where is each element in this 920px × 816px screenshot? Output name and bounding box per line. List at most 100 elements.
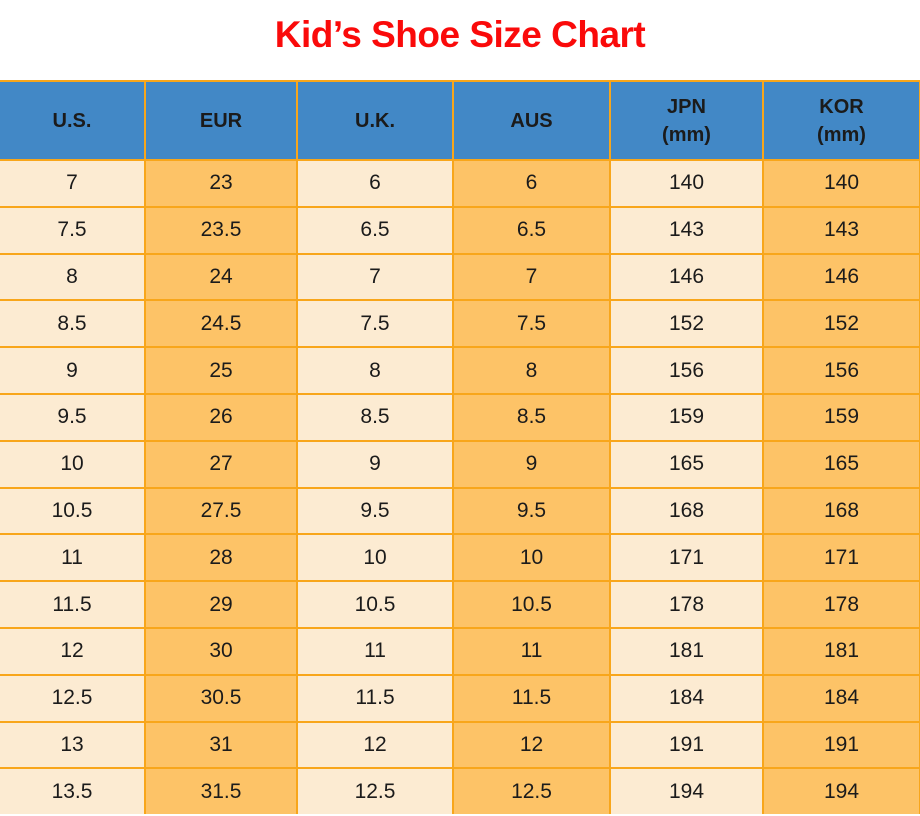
table-cell: 10.5 — [0, 486, 146, 536]
header-label: JPN — [667, 95, 706, 118]
table-cell: 28 — [144, 533, 298, 583]
table-cell: 143 — [762, 205, 920, 255]
table-cell: 168 — [609, 486, 764, 536]
table-cell: 7 — [452, 252, 611, 302]
header-label: U.K. — [355, 109, 395, 132]
header-label: EUR — [199, 109, 243, 132]
table-cell: 9 — [0, 346, 146, 395]
table-cell: 12 — [0, 626, 146, 676]
table-row: 9 25 8 8 156 156 — [0, 346, 920, 395]
table-cell: 191 — [762, 720, 920, 770]
table-cell: 165 — [609, 439, 764, 489]
table-cell: 27 — [144, 439, 298, 489]
table-cell: 194 — [609, 767, 764, 815]
table-cell: 165 — [762, 439, 920, 489]
header-cell-uk: U.K. — [296, 80, 454, 161]
table-cell: 10 — [0, 439, 146, 489]
table-cell: 8.5 — [0, 299, 146, 349]
table-cell: 6 — [452, 159, 611, 208]
table-row: 12 30 11 11 181 181 — [0, 626, 920, 676]
table-cell: 9.5 — [452, 486, 611, 536]
table-cell: 12.5 — [296, 767, 454, 815]
table-cell: 30.5 — [144, 673, 298, 723]
header-cell-aus: AUS — [452, 80, 611, 161]
table-cell: 9.5 — [296, 486, 454, 536]
table-cell: 156 — [609, 346, 764, 395]
table-cell: 12 — [452, 720, 611, 770]
table-row: 13.5 31.5 12.5 12.5 194 194 — [0, 767, 920, 815]
table-cell: 171 — [762, 533, 920, 583]
header-cell-jpn: JPN (mm) — [609, 80, 764, 161]
table-cell: 31.5 — [144, 767, 298, 815]
header-cell-kor: KOR (mm) — [762, 80, 920, 161]
table-cell: 178 — [762, 580, 920, 629]
table-cell: 7.5 — [296, 299, 454, 349]
table-cell: 30 — [144, 626, 298, 676]
table-cell: 24.5 — [144, 299, 298, 349]
header-sublabel: (mm) — [662, 123, 711, 146]
table-cell: 12 — [296, 720, 454, 770]
header-cell-eur: EUR — [144, 80, 298, 161]
table-cell: 29 — [144, 580, 298, 629]
table-row: 11.5 29 10.5 10.5 178 178 — [0, 580, 920, 629]
table-cell: 7 — [0, 159, 146, 208]
header-label: AUS — [510, 109, 553, 132]
table-cell: 12.5 — [0, 673, 146, 723]
table-row: 13 31 12 12 191 191 — [0, 720, 920, 770]
table-body: 7 23 6 6 140 140 7.5 23.5 6.5 6.5 143 143 8 24 7 7 146 14… — [0, 159, 920, 815]
table-cell: 146 — [762, 252, 920, 302]
table-cell: 11 — [296, 626, 454, 676]
table-cell: 11.5 — [0, 580, 146, 629]
table-cell: 27.5 — [144, 486, 298, 536]
table-cell: 184 — [762, 673, 920, 723]
table-cell: 11 — [0, 533, 146, 583]
table-cell: 181 — [762, 626, 920, 676]
table-row: 10.5 27.5 9.5 9.5 168 168 — [0, 486, 920, 536]
table-cell: 191 — [609, 720, 764, 770]
table-cell: 7.5 — [0, 205, 146, 255]
table-cell: 13.5 — [0, 767, 146, 815]
header-label: U.S. — [52, 109, 92, 132]
header-cell-us: U.S. — [0, 80, 146, 161]
table-cell: 8.5 — [296, 392, 454, 442]
table-cell: 152 — [762, 299, 920, 349]
table-cell: 6.5 — [296, 205, 454, 255]
table-row: 8 24 7 7 146 146 — [0, 252, 920, 302]
page-title: Kid’s Shoe Size Chart — [274, 14, 646, 55]
table-cell: 8 — [296, 346, 454, 395]
table-cell: 23.5 — [144, 205, 298, 255]
table-cell: 140 — [609, 159, 764, 208]
table-cell: 10.5 — [452, 580, 611, 629]
table-row: 10 27 9 9 165 165 — [0, 439, 920, 489]
header-label: KOR — [819, 95, 864, 118]
table-row: 9.5 26 8.5 8.5 159 159 — [0, 392, 920, 442]
table-cell: 25 — [144, 346, 298, 395]
table-cell: 7.5 — [452, 299, 611, 349]
table-cell: 6 — [296, 159, 454, 208]
table-header: U.S. EUR U.K. AUS JPN (mm) KOR (mm) — [0, 80, 920, 161]
table-cell: 11 — [452, 626, 611, 676]
table-row: 7 23 6 6 140 140 — [0, 159, 920, 208]
header-sublabel: (mm) — [817, 123, 866, 146]
table-row: 11 28 10 10 171 171 — [0, 533, 920, 583]
table-cell: 8 — [0, 252, 146, 302]
table-cell: 168 — [762, 486, 920, 536]
table-cell: 6.5 — [452, 205, 611, 255]
table-cell: 194 — [762, 767, 920, 815]
table-cell: 10.5 — [296, 580, 454, 629]
table-cell: 10 — [296, 533, 454, 583]
table-cell: 8 — [452, 346, 611, 395]
table-cell: 11.5 — [452, 673, 611, 723]
table-cell: 31 — [144, 720, 298, 770]
table-cell: 181 — [609, 626, 764, 676]
table-cell: 159 — [609, 392, 764, 442]
shoe-size-table: U.S. EUR U.K. AUS JPN (mm) KOR (mm) — [0, 80, 920, 815]
table-cell: 9 — [296, 439, 454, 489]
table-row: 12.5 30.5 11.5 11.5 184 184 — [0, 673, 920, 723]
table-cell: 12.5 — [452, 767, 611, 815]
table-cell: 156 — [762, 346, 920, 395]
table-cell: 9.5 — [0, 392, 146, 442]
table-row: 8.5 24.5 7.5 7.5 152 152 — [0, 299, 920, 349]
table-cell: 9 — [452, 439, 611, 489]
table-cell: 10 — [452, 533, 611, 583]
